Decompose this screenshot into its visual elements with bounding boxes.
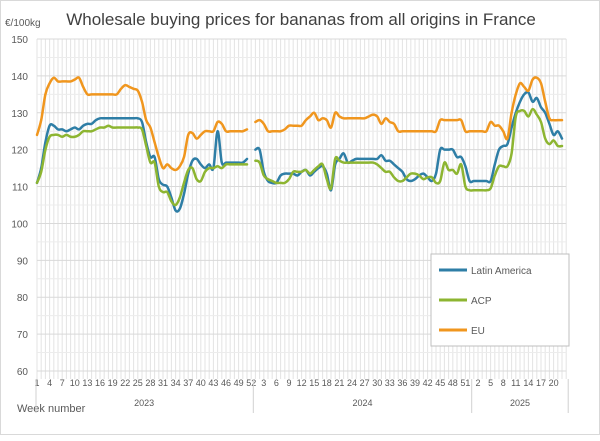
y-tick-label: 80: [17, 293, 29, 304]
legend-label-latin-america: Latin America: [471, 266, 532, 277]
x-tick-label: 15: [309, 378, 319, 388]
x-tick-label: 45: [435, 378, 445, 388]
x-tick-label: 10: [70, 378, 80, 388]
x-tick-label: 20: [549, 378, 559, 388]
y-tick-label: 140: [11, 72, 28, 83]
chart-title: Wholesale buying prices for bananas from…: [66, 10, 536, 29]
series-line-latin-america: [35, 116, 249, 213]
legend-label-acp: ACP: [471, 296, 492, 307]
x-tick-label: 49: [234, 378, 244, 388]
x-tick-label: 18: [322, 378, 332, 388]
x-tick-label: 43: [208, 378, 218, 388]
year-label: 2025: [510, 398, 530, 408]
series-line-eu: [35, 76, 249, 172]
x-tick-label: 34: [171, 378, 181, 388]
x-tick-label: 12: [297, 378, 307, 388]
x-tick-label: 3: [261, 378, 266, 388]
x-tick-label: 14: [523, 378, 533, 388]
y-axis-label: €/100kg: [5, 18, 41, 29]
x-tick-label: 16: [95, 378, 105, 388]
x-tick-label: 46: [221, 378, 231, 388]
x-tick-label: 19: [108, 378, 118, 388]
x-tick-label: 21: [334, 378, 344, 388]
y-tick-label: 110: [12, 183, 28, 194]
x-tick-label: 7: [60, 378, 65, 388]
year-label: 2024: [352, 398, 372, 408]
legend: Latin America ACP EU: [430, 253, 570, 347]
y-tick-label: 60: [17, 367, 29, 378]
x-axis-label: Week number: [17, 403, 86, 415]
series-lines: [35, 76, 564, 213]
series-line-acp: [254, 107, 564, 192]
y-tick-label: 150: [11, 35, 28, 46]
x-tick-label: 36: [397, 378, 407, 388]
y-tick-label: 90: [17, 256, 29, 267]
series-line-eu: [254, 76, 564, 141]
y-tick-label: 120: [11, 146, 28, 157]
x-tick-label: 39: [410, 378, 420, 388]
x-tick-label: 25: [133, 378, 143, 388]
x-tick-label: 8: [501, 378, 506, 388]
x-tick-label: 1: [34, 378, 39, 388]
x-tick-label: 52: [246, 378, 256, 388]
x-tick-label: 22: [120, 378, 130, 388]
x-tick-label: 33: [385, 378, 395, 388]
x-tick-label: 51: [460, 378, 470, 388]
x-tick-label: 2: [475, 378, 480, 388]
x-tick-label: 37: [183, 378, 193, 388]
x-tick-label: 40: [196, 378, 206, 388]
series-line-acp: [35, 124, 249, 207]
x-tick-label: 9: [286, 378, 291, 388]
y-tick-label: 130: [11, 109, 28, 120]
x-tick-label: 48: [448, 378, 458, 388]
y-tick-label: 70: [17, 330, 29, 341]
x-tick-label: 17: [536, 378, 546, 388]
x-tick-label: 28: [145, 378, 155, 388]
year-label: 2023: [134, 398, 154, 408]
x-tick-label: 13: [82, 378, 92, 388]
x-tick-label: 6: [274, 378, 279, 388]
x-tick-label: 4: [47, 378, 52, 388]
legend-label-eu: EU: [471, 326, 485, 337]
x-tick-label: 5: [488, 378, 493, 388]
x-tick-label: 27: [360, 378, 370, 388]
x-tick-label: 42: [423, 378, 433, 388]
x-tick-label: 31: [158, 378, 168, 388]
y-axis-ticks: 60 70 80 90 100 110 120 130 140 150: [11, 35, 28, 378]
x-tick-label: 30: [372, 378, 382, 388]
x-tick-label: 24: [347, 378, 357, 388]
y-tick-label: 100: [11, 219, 28, 230]
x-tick-label: 11: [511, 378, 520, 388]
